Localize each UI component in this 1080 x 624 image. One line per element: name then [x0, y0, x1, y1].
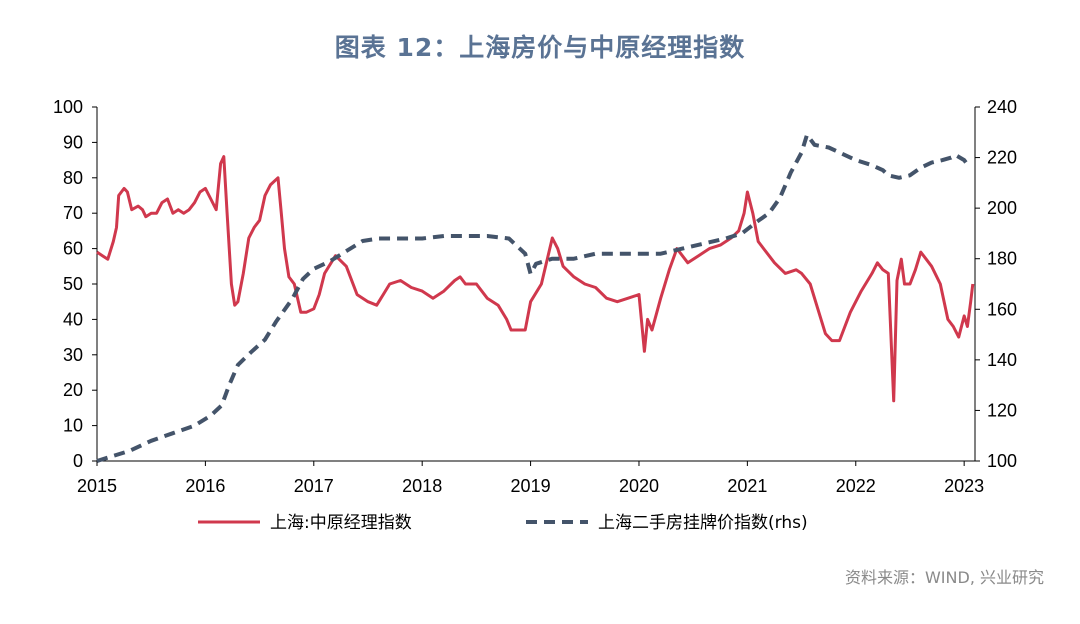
y-right-tick-label: 100: [987, 451, 1017, 471]
legend-label-1: 上海:中原经理指数: [270, 513, 412, 533]
x-tick-label: 2018: [402, 476, 442, 496]
y-left-tick-label: 0: [73, 451, 83, 471]
y-right-tick-label: 220: [987, 148, 1017, 168]
y-left-tick-label: 90: [63, 132, 83, 152]
y-left-tick-label: 70: [63, 203, 83, 223]
y-left-tick-label: 50: [63, 274, 83, 294]
y-right-tick-label: 180: [987, 249, 1017, 269]
x-tick-label: 2017: [294, 476, 334, 496]
y-right-tick-label: 120: [987, 400, 1017, 420]
x-tick-label: 2023: [944, 476, 984, 496]
y-left-tick-label: 40: [63, 309, 83, 329]
x-tick-label: 2016: [185, 476, 225, 496]
y-right-tick-label: 160: [987, 299, 1017, 319]
axes: 0 10 20 30 40 50 60 70 80 90 100 100 120 140 160 180 200…: [53, 97, 1017, 496]
y-left-tick-label: 30: [63, 345, 83, 365]
x-tick-label: 2015: [77, 476, 117, 496]
y-right-tick-label: 140: [987, 350, 1017, 370]
y-right-tick-label: 200: [987, 198, 1017, 218]
y-left-tick-label: 20: [63, 380, 83, 400]
y-right-tick-label: 240: [987, 97, 1017, 117]
chart-title: 图表 12：上海房价与中原经理指数: [334, 33, 746, 62]
y-left-tick-label: 10: [63, 416, 83, 436]
y-left-tick-label: 100: [53, 97, 83, 117]
legend-label-2: 上海二手房挂牌价指数(rhs): [598, 513, 808, 533]
x-tick-label: 2021: [727, 476, 767, 496]
x-tick-label: 2022: [836, 476, 876, 496]
x-tick-label: 2020: [619, 476, 659, 496]
series-lines: [96, 132, 975, 463]
y-left-tick-label: 80: [63, 168, 83, 188]
legend: 上海:中原经理指数 上海二手房挂牌价指数(rhs): [198, 513, 808, 533]
series-line-1: [96, 155, 975, 403]
chart-canvas: 0 10 20 30 40 50 60 70 80 90 100 100 120 140 160 180 200…: [53, 97, 1017, 533]
series-line-2: [96, 132, 972, 463]
x-tick-label: 2019: [511, 476, 551, 496]
source-note: 资料来源：WIND, 兴业研究: [844, 568, 1044, 587]
y-left-tick-label: 60: [63, 239, 83, 259]
